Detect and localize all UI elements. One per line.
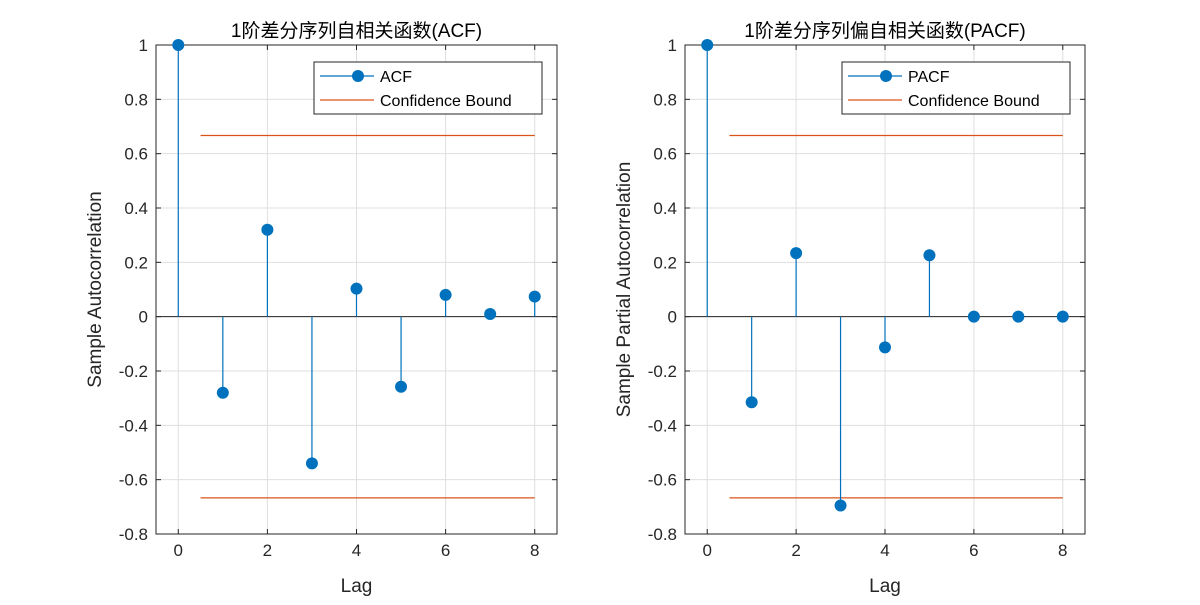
y-tick-label: 1	[668, 36, 677, 55]
chart-title: 1阶差分序列偏自相关函数(PACF)	[744, 20, 1026, 42]
x-tick-label: 4	[880, 541, 889, 560]
x-tick-label: 0	[702, 541, 711, 560]
y-tick-label: 0.6	[124, 145, 148, 164]
y-tick-label: -0.4	[648, 416, 677, 435]
y-tick-label: 1	[139, 36, 148, 55]
x-tick-label: 0	[174, 541, 183, 560]
stem-marker	[834, 499, 847, 512]
legend-label-bound: Confidence Bound	[380, 93, 512, 110]
legend: PACF Confidence Bound	[841, 61, 1071, 115]
y-tick-label: 0.2	[124, 253, 148, 272]
stem-marker	[1012, 310, 1025, 323]
y-axis-label: Sample Partial Autocorrelation	[614, 162, 635, 418]
y-tick-label: 0	[668, 308, 677, 327]
chart-title: 1阶差分序列自相关函数(ACF)	[231, 20, 482, 42]
x-tick-label: 6	[969, 541, 978, 560]
x-axis-label: Lag	[869, 576, 901, 597]
stem-marker	[967, 310, 980, 323]
x-axis-label: Lag	[341, 576, 373, 597]
x-tick-label: 6	[441, 541, 450, 560]
stem-marker	[439, 288, 452, 301]
y-axis-label: Sample Autocorrelation	[85, 191, 106, 387]
stem-marker	[879, 341, 891, 354]
legend-label-series: PACF	[908, 69, 950, 86]
y-tick-label: -0.6	[119, 471, 148, 490]
y-tick-label: 0.8	[124, 90, 148, 109]
stem-marker	[528, 290, 541, 303]
stem-marker	[1056, 310, 1069, 323]
legend-box	[313, 61, 543, 115]
stem-marker	[216, 386, 229, 399]
legend-series-marker	[352, 70, 364, 82]
y-tick-label: 0.6	[653, 145, 677, 164]
y-tick-label: -0.2	[648, 362, 677, 381]
stem-marker	[305, 457, 318, 470]
stem-marker	[484, 307, 497, 320]
y-tick-label: 0.4	[653, 199, 677, 218]
y-tick-label: -0.8	[648, 525, 677, 544]
x-tick-label: 2	[791, 541, 800, 560]
x-tick-label: 8	[530, 541, 539, 560]
x-tick-label: 4	[352, 541, 361, 560]
legend-series-marker	[880, 70, 892, 82]
y-tick-label: 0.2	[653, 253, 677, 272]
y-tick-label: -0.4	[119, 416, 148, 435]
legend: ACF Confidence Bound	[313, 61, 543, 115]
stem-marker	[395, 380, 408, 393]
y-tick-label: -0.2	[119, 362, 148, 381]
x-tick-label: 2	[263, 541, 272, 560]
legend-box	[841, 61, 1071, 115]
stem-marker	[923, 249, 936, 262]
stem-marker	[790, 247, 803, 260]
chart-panel-0: 0 2 4 6 8 -0.8 -0.6 -0.4 -0.2 0 0.2 0.4 0.6 0.8 1 1阶差分序…	[85, 20, 558, 597]
stem-marker	[350, 282, 363, 295]
stem-marker	[172, 39, 185, 51]
chart-panel-1: 0 2 4 6 8 -0.8 -0.6 -0.4 -0.2 0 0.2 0.4 0.6 0.8 1 1阶差分序…	[614, 20, 1086, 597]
y-tick-label: -0.8	[119, 525, 148, 544]
legend-label-series: ACF	[380, 69, 412, 86]
stem-marker	[261, 223, 274, 236]
y-tick-label: 0.4	[124, 199, 148, 218]
legend-label-bound: Confidence Bound	[908, 93, 1040, 110]
x-tick-label: 8	[1058, 541, 1067, 560]
y-tick-label: -0.6	[648, 471, 677, 490]
y-tick-label: 0	[139, 308, 148, 327]
y-tick-label: 0.8	[653, 90, 677, 109]
stem-marker	[745, 396, 758, 409]
stem-marker	[701, 39, 714, 51]
